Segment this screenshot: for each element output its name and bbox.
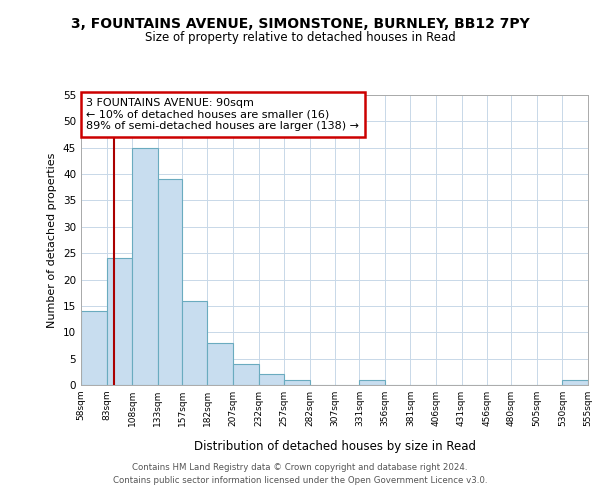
- Bar: [107, 258, 132, 385]
- X-axis label: Distribution of detached houses by size in Read: Distribution of detached houses by size …: [193, 440, 476, 453]
- Text: 3 FOUNTAINS AVENUE: 90sqm
← 10% of detached houses are smaller (16)
89% of semi-: 3 FOUNTAINS AVENUE: 90sqm ← 10% of detac…: [86, 98, 359, 131]
- Text: 3, FOUNTAINS AVENUE, SIMONSTONE, BURNLEY, BB12 7PY: 3, FOUNTAINS AVENUE, SIMONSTONE, BURNLEY…: [71, 18, 529, 32]
- Bar: [81, 311, 107, 385]
- Bar: [208, 343, 233, 385]
- Bar: [182, 300, 208, 385]
- Bar: [359, 380, 385, 385]
- Bar: [259, 374, 284, 385]
- Text: Size of property relative to detached houses in Read: Size of property relative to detached ho…: [145, 31, 455, 44]
- Bar: [562, 380, 588, 385]
- Bar: [158, 180, 182, 385]
- Y-axis label: Number of detached properties: Number of detached properties: [47, 152, 58, 328]
- Bar: [233, 364, 259, 385]
- Text: Contains public sector information licensed under the Open Government Licence v3: Contains public sector information licen…: [113, 476, 487, 485]
- Bar: [284, 380, 310, 385]
- Bar: [132, 148, 158, 385]
- Text: Contains HM Land Registry data © Crown copyright and database right 2024.: Contains HM Land Registry data © Crown c…: [132, 464, 468, 472]
